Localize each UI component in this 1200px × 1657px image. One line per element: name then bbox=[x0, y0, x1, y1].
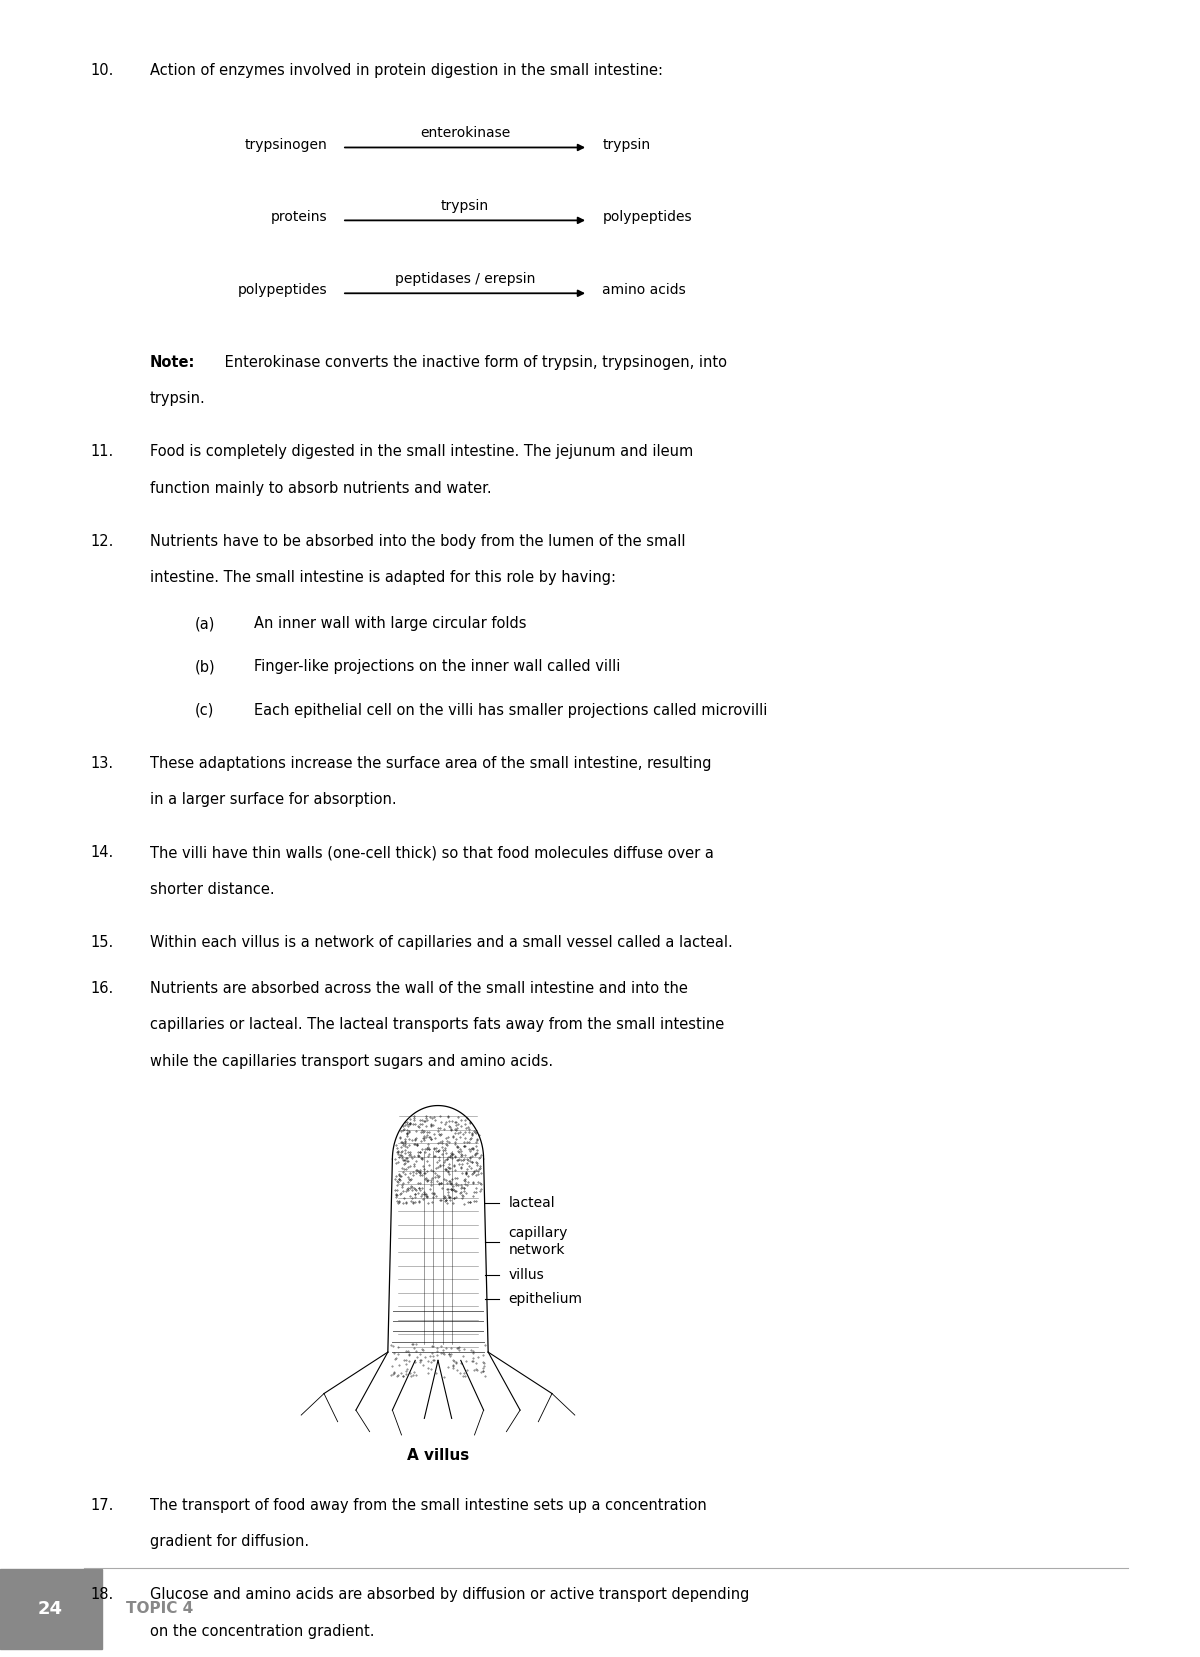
Text: Within each villus is a network of capillaries and a small vessel called a lacte: Within each villus is a network of capil… bbox=[150, 935, 733, 949]
Text: Finger-like projections on the inner wall called villi: Finger-like projections on the inner wal… bbox=[254, 659, 620, 674]
Text: while the capillaries transport sugars and amino acids.: while the capillaries transport sugars a… bbox=[150, 1054, 553, 1069]
Text: polypeptides: polypeptides bbox=[602, 210, 692, 224]
Text: 11.: 11. bbox=[90, 444, 113, 459]
Text: trypsin: trypsin bbox=[602, 138, 650, 151]
Text: 10.: 10. bbox=[90, 63, 113, 78]
Text: An inner wall with large circular folds: An inner wall with large circular folds bbox=[254, 616, 527, 631]
Text: epithelium: epithelium bbox=[509, 1292, 582, 1306]
Text: gradient for diffusion.: gradient for diffusion. bbox=[150, 1534, 310, 1549]
Text: in a larger surface for absorption.: in a larger surface for absorption. bbox=[150, 792, 397, 807]
Text: Note:: Note: bbox=[150, 355, 196, 370]
Text: 24: 24 bbox=[38, 1601, 62, 1617]
Text: 18.: 18. bbox=[90, 1587, 113, 1602]
Text: intestine. The small intestine is adapted for this role by having:: intestine. The small intestine is adapte… bbox=[150, 570, 616, 585]
Text: A villus: A villus bbox=[407, 1448, 469, 1463]
Text: The villi have thin walls (one-cell thick) so that food molecules diffuse over a: The villi have thin walls (one-cell thic… bbox=[150, 845, 714, 860]
Text: trypsin: trypsin bbox=[440, 199, 490, 212]
Text: Nutrients have to be absorbed into the body from the lumen of the small: Nutrients have to be absorbed into the b… bbox=[150, 534, 685, 548]
Text: villus: villus bbox=[509, 1268, 544, 1283]
Text: 13.: 13. bbox=[90, 756, 113, 771]
Text: capillary
network: capillary network bbox=[509, 1226, 568, 1256]
Text: Enterokinase converts the inactive form of trypsin, trypsinogen, into: Enterokinase converts the inactive form … bbox=[220, 355, 727, 370]
Text: 17.: 17. bbox=[90, 1498, 113, 1513]
Text: trypsin.: trypsin. bbox=[150, 391, 205, 406]
FancyBboxPatch shape bbox=[0, 1569, 102, 1649]
Text: Food is completely digested in the small intestine. The jejunum and ileum: Food is completely digested in the small… bbox=[150, 444, 694, 459]
Text: on the concentration gradient.: on the concentration gradient. bbox=[150, 1624, 374, 1639]
Text: Action of enzymes involved in protein digestion in the small intestine:: Action of enzymes involved in protein di… bbox=[150, 63, 662, 78]
Text: polypeptides: polypeptides bbox=[238, 283, 328, 297]
Text: peptidases / erepsin: peptidases / erepsin bbox=[395, 272, 535, 285]
Text: 16.: 16. bbox=[90, 981, 113, 996]
Text: 12.: 12. bbox=[90, 534, 113, 548]
Text: Nutrients are absorbed across the wall of the small intestine and into the: Nutrients are absorbed across the wall o… bbox=[150, 981, 688, 996]
Text: TOPIC 4: TOPIC 4 bbox=[126, 1601, 193, 1617]
Text: 14.: 14. bbox=[90, 845, 113, 860]
Text: proteins: proteins bbox=[271, 210, 328, 224]
Text: enterokinase: enterokinase bbox=[420, 126, 510, 139]
Text: The transport of food away from the small intestine sets up a concentration: The transport of food away from the smal… bbox=[150, 1498, 707, 1513]
Text: (b): (b) bbox=[194, 659, 215, 674]
Text: 15.: 15. bbox=[90, 935, 113, 949]
Text: Glucose and amino acids are absorbed by diffusion or active transport depending: Glucose and amino acids are absorbed by … bbox=[150, 1587, 749, 1602]
Text: capillaries or lacteal. The lacteal transports fats away from the small intestin: capillaries or lacteal. The lacteal tran… bbox=[150, 1017, 725, 1032]
Text: (a): (a) bbox=[194, 616, 215, 631]
Text: function mainly to absorb nutrients and water.: function mainly to absorb nutrients and … bbox=[150, 481, 492, 495]
Text: amino acids: amino acids bbox=[602, 283, 686, 297]
Text: trypsinogen: trypsinogen bbox=[245, 138, 328, 151]
Text: shorter distance.: shorter distance. bbox=[150, 882, 275, 896]
Text: These adaptations increase the surface area of the small intestine, resulting: These adaptations increase the surface a… bbox=[150, 756, 712, 771]
Text: (c): (c) bbox=[194, 703, 214, 717]
Text: Each epithelial cell on the villi has smaller projections called microvilli: Each epithelial cell on the villi has sm… bbox=[254, 703, 768, 717]
Text: lacteal: lacteal bbox=[509, 1196, 554, 1210]
